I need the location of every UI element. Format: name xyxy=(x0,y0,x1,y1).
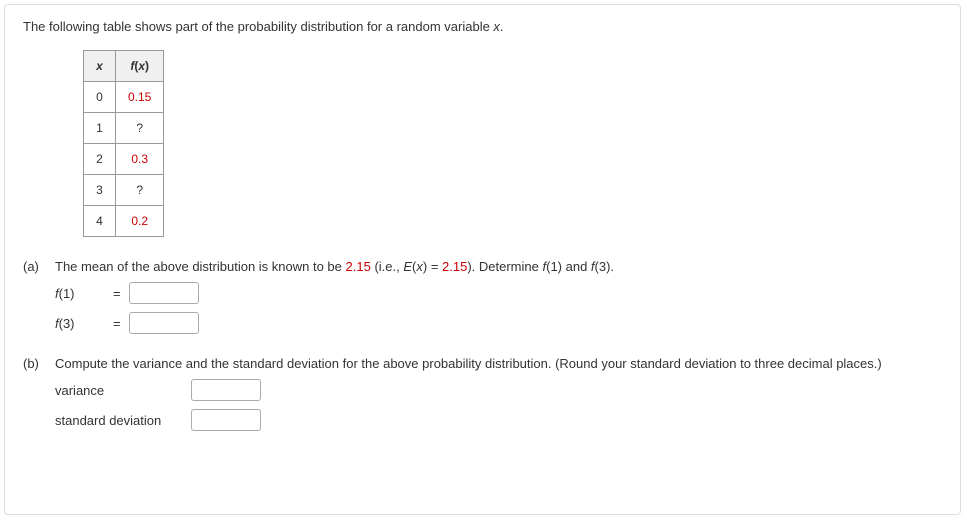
pa-v1: 2.15 xyxy=(346,259,371,274)
probability-table: x f(x) 0 0.15 1 ? 2 0.3 3 ? 4 0.2 xyxy=(83,50,164,237)
cell-x: 2 xyxy=(84,144,116,175)
table-header-row: x f(x) xyxy=(84,51,164,82)
cell-x: 3 xyxy=(84,175,116,206)
header-fx-x: x xyxy=(138,59,145,73)
f3-arg: (3) xyxy=(59,316,75,331)
part-b-text: Compute the variance and the standard de… xyxy=(55,356,942,371)
pa-t1: The mean of the above distribution is kn… xyxy=(55,259,346,274)
pa-and: and xyxy=(562,259,591,274)
stddev-label: standard deviation xyxy=(55,413,185,428)
cell-fx: 0.2 xyxy=(116,206,164,237)
cell-x: 0 xyxy=(84,82,116,113)
variance-input[interactable] xyxy=(191,379,261,401)
answer-label-f3: f(3) xyxy=(55,316,105,331)
table-row: 0 0.15 xyxy=(84,82,164,113)
cell-x: 4 xyxy=(84,206,116,237)
part-a: (a) The mean of the above distribution i… xyxy=(23,259,942,334)
variance-label: variance xyxy=(55,383,185,398)
table-row: 4 0.2 xyxy=(84,206,164,237)
intro-text: The following table shows part of the pr… xyxy=(23,19,942,34)
part-a-label: (a) xyxy=(23,259,55,334)
f1-input[interactable] xyxy=(129,282,199,304)
part-a-text: The mean of the above distribution is kn… xyxy=(55,259,942,274)
f1-arg: (1) xyxy=(59,286,75,301)
intro-before: The following table shows part of the pr… xyxy=(23,19,493,34)
header-x: x xyxy=(84,51,116,82)
table-row: 2 0.3 xyxy=(84,144,164,175)
intro-period: . xyxy=(500,19,504,34)
pa-t2: (i.e., xyxy=(371,259,404,274)
cell-fx: ? xyxy=(116,113,164,144)
header-x-text: x xyxy=(96,59,103,73)
part-b-label: (b) xyxy=(23,356,55,431)
table-row: 1 ? xyxy=(84,113,164,144)
pa-eq: = xyxy=(427,259,442,274)
cell-fx: 0.15 xyxy=(116,82,164,113)
answer-row-stddev: standard deviation xyxy=(55,409,942,431)
answer-row-variance: variance xyxy=(55,379,942,401)
pa-E: E xyxy=(403,259,412,274)
answer-row-f1: f(1) = xyxy=(55,282,942,304)
cell-fx: 0.3 xyxy=(116,144,164,175)
pa-t3: ). Determine xyxy=(467,259,542,274)
pa-three: (3). xyxy=(595,259,615,274)
pa-x: x xyxy=(416,259,423,274)
f1-eq: = xyxy=(113,286,121,301)
f3-input[interactable] xyxy=(129,312,199,334)
pa-one: (1) xyxy=(546,259,562,274)
answer-label-f1: f(1) xyxy=(55,286,105,301)
pa-v2: 2.15 xyxy=(442,259,467,274)
stddev-input[interactable] xyxy=(191,409,261,431)
question-container: The following table shows part of the pr… xyxy=(4,4,961,515)
f3-eq: = xyxy=(113,316,121,331)
answer-row-f3: f(3) = xyxy=(55,312,942,334)
part-b: (b) Compute the variance and the standar… xyxy=(23,356,942,431)
header-fx: f(x) xyxy=(116,51,164,82)
cell-fx: ? xyxy=(116,175,164,206)
part-b-body: Compute the variance and the standard de… xyxy=(55,356,942,431)
header-fx-f: f xyxy=(130,59,134,73)
cell-x: 1 xyxy=(84,113,116,144)
table-row: 3 ? xyxy=(84,175,164,206)
part-a-body: The mean of the above distribution is kn… xyxy=(55,259,942,334)
